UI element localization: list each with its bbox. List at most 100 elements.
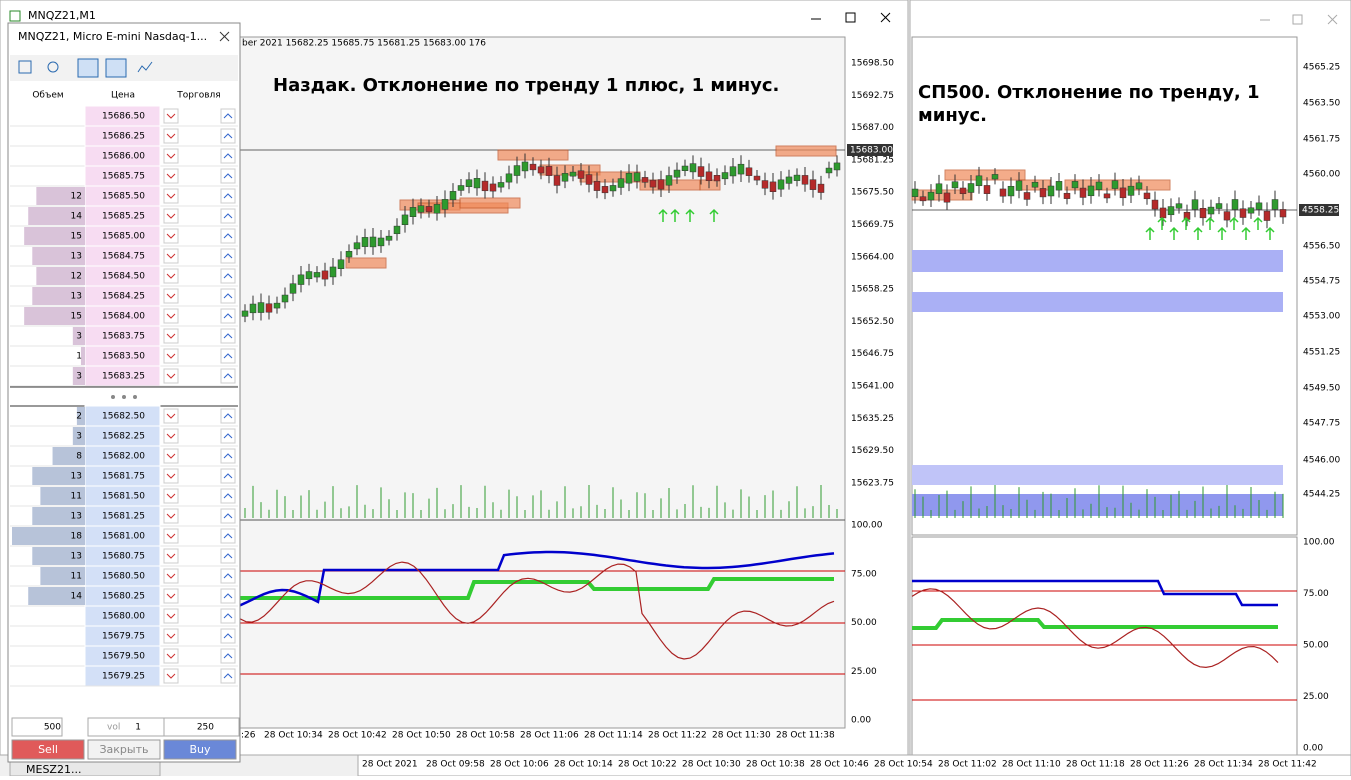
sell-cell[interactable] [163, 228, 179, 244]
button[interactable] [87, 739, 161, 760]
sell-cell[interactable] [163, 608, 179, 624]
buy-cell[interactable] [220, 428, 236, 444]
buy-cell[interactable] [220, 228, 236, 244]
spin-box[interactable] [163, 717, 240, 737]
sell-cell[interactable] [163, 348, 179, 364]
buy-cell[interactable] [220, 368, 236, 384]
minimized-title[interactable]: MESZ21... [26, 763, 81, 776]
buy-cell[interactable] [220, 488, 236, 504]
price: 15681.25 [102, 512, 145, 522]
sell-cell[interactable] [163, 168, 179, 184]
toolbar-icons[interactable] [18, 58, 153, 78]
sell-cell[interactable] [163, 128, 179, 144]
buy-cell[interactable] [220, 268, 236, 284]
buy-cell[interactable] [220, 608, 236, 624]
sell-cell[interactable] [163, 248, 179, 264]
button[interactable] [11, 739, 85, 760]
price-label: 15675.50 [851, 188, 894, 198]
sell-cell[interactable] [163, 188, 179, 204]
window-title: MNQZ21,M1 [28, 9, 96, 22]
candle [289, 283, 297, 294]
buy-cell[interactable] [220, 108, 236, 124]
sell-cell[interactable] [163, 468, 179, 484]
buy-cell[interactable] [220, 548, 236, 564]
price-tag-text: 4558.25 [1302, 206, 1339, 216]
buy-cell[interactable] [220, 528, 236, 544]
sell-cell[interactable] [163, 108, 179, 124]
button[interactable] [163, 739, 237, 760]
sell-cell[interactable] [163, 648, 179, 664]
sell-cell[interactable] [163, 488, 179, 504]
candle [1231, 199, 1239, 210]
buy-cell[interactable] [220, 328, 236, 344]
buy-cell[interactable] [220, 628, 236, 644]
sell-cell[interactable] [163, 528, 179, 544]
spin-box[interactable] [87, 717, 165, 737]
buy-cell[interactable] [220, 448, 236, 464]
candle [657, 179, 665, 190]
buy-cell[interactable] [220, 568, 236, 584]
sell-cell[interactable] [163, 268, 179, 284]
price-label: 4551.25 [1303, 348, 1340, 358]
sell-cell[interactable] [163, 368, 179, 384]
button-label[interactable]: Sell [38, 743, 58, 756]
down-arrow [166, 373, 176, 379]
sell-cell[interactable] [163, 148, 179, 164]
button-label[interactable]: Buy [189, 743, 211, 756]
candle [1279, 209, 1287, 218]
button-label[interactable]: Закрыть [100, 743, 149, 756]
sell-cell[interactable] [163, 668, 179, 684]
sell-cell[interactable] [163, 628, 179, 644]
sell-cell[interactable] [163, 448, 179, 464]
buy-cell[interactable] [220, 648, 236, 664]
buy-cell[interactable] [220, 348, 236, 364]
sell-cell[interactable] [163, 568, 179, 584]
time-label: 28 Oct 10:50 [392, 731, 451, 741]
price: 15681.75 [102, 472, 145, 482]
ind-green [240, 577, 834, 600]
buy-cell[interactable] [220, 168, 236, 184]
buy-cell[interactable] [220, 208, 236, 224]
buy-cell[interactable] [220, 288, 236, 304]
sell-cell[interactable] [163, 548, 179, 564]
candle [825, 167, 833, 174]
sell-cell[interactable] [163, 208, 179, 224]
down-arrow [166, 673, 176, 679]
buy-cell[interactable] [220, 188, 236, 204]
buy-cell[interactable] [220, 668, 236, 684]
candle [249, 303, 257, 314]
qty: 250 [197, 723, 214, 733]
spin-box[interactable] [11, 717, 63, 737]
sell-cell[interactable] [163, 508, 179, 524]
candle [369, 236, 377, 248]
sell-cell[interactable] [163, 288, 179, 304]
price: 15682.50 [102, 412, 145, 422]
buy-cell[interactable] [220, 128, 236, 144]
candle [975, 175, 983, 187]
buy-cell[interactable] [220, 408, 236, 424]
candle [951, 181, 959, 189]
sell-cell[interactable] [163, 308, 179, 324]
buy-cell[interactable] [220, 588, 236, 604]
sell-cell[interactable] [163, 588, 179, 604]
indicator-label: 75.00 [851, 569, 877, 579]
volume-bar [52, 447, 85, 465]
window-buttons[interactable] [811, 12, 891, 23]
buy-cell[interactable] [220, 148, 236, 164]
buy-cell[interactable] [220, 468, 236, 484]
sell-cell[interactable] [163, 328, 179, 344]
vol: 1 [135, 723, 141, 733]
buy-cell[interactable] [220, 248, 236, 264]
buy-cell[interactable] [220, 308, 236, 324]
price-label: 15635.25 [851, 414, 894, 424]
buy-cell[interactable] [220, 508, 236, 524]
indicator-label: 25.00 [1303, 692, 1329, 702]
sell-cell[interactable] [163, 428, 179, 444]
price: 15686.25 [102, 132, 145, 142]
window-buttons[interactable] [1260, 14, 1338, 25]
price-label: 4546.00 [1303, 456, 1340, 466]
sell-cell[interactable] [163, 408, 179, 424]
dot [133, 395, 137, 399]
down-arrow [166, 353, 176, 359]
close-button[interactable] [219, 31, 230, 42]
